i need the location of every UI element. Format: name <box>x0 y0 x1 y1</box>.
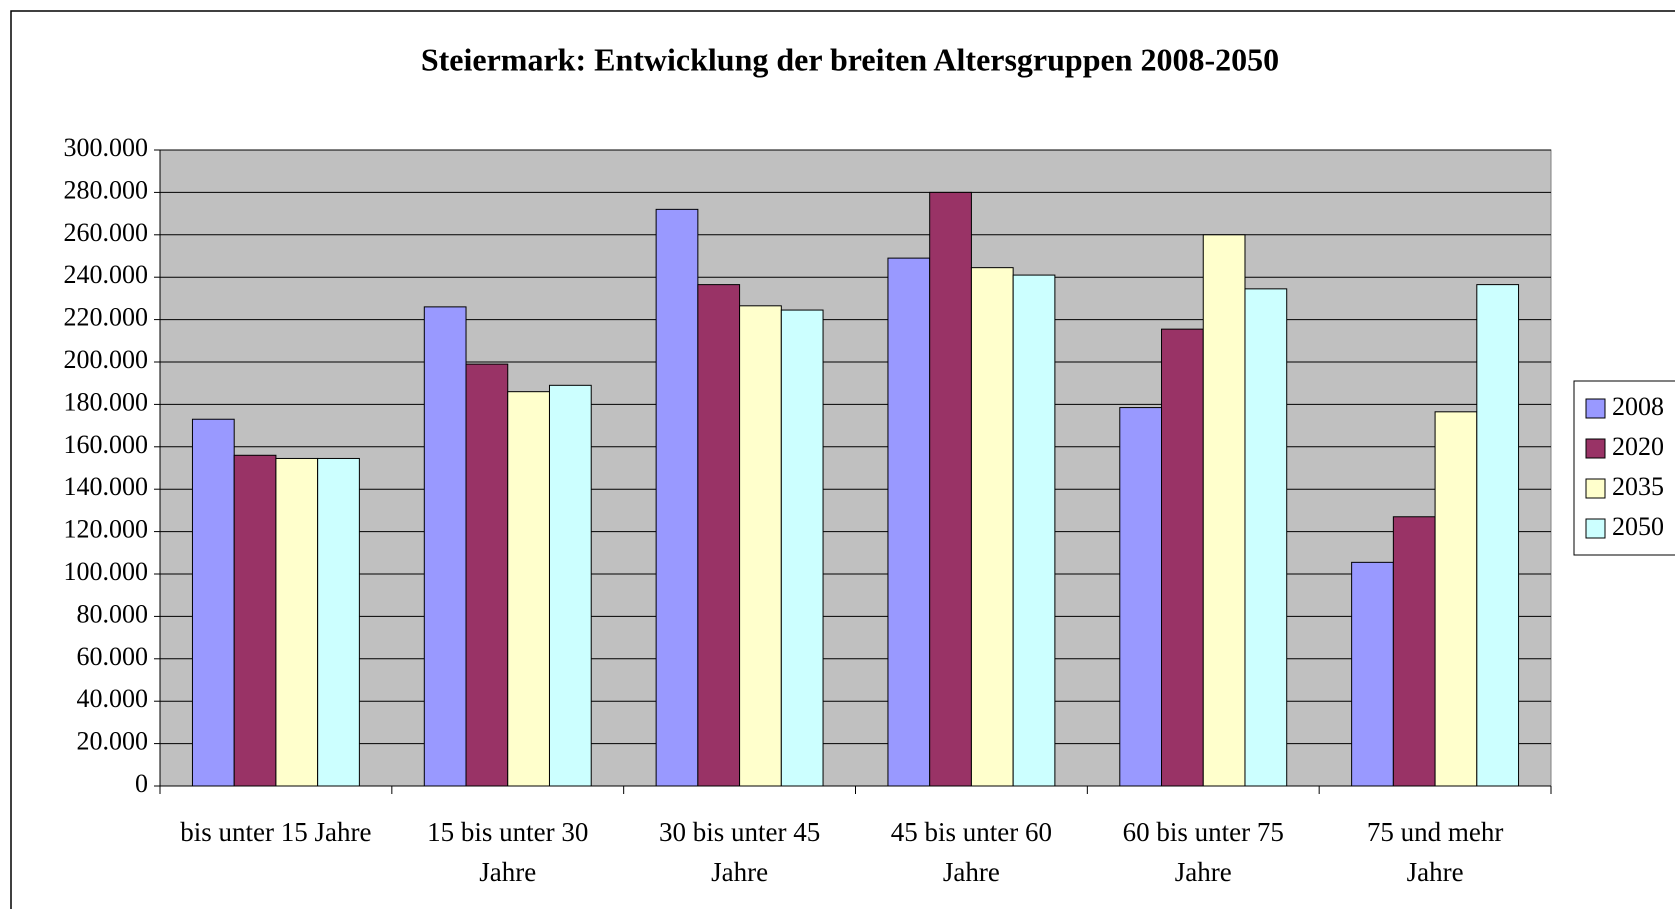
bar <box>233 454 277 787</box>
bar <box>507 391 550 787</box>
chart-title: Steiermark: Entwicklung der breiten Alte… <box>421 41 1279 77</box>
legend-label: 2050 <box>1612 512 1664 541</box>
y-tick-label: 0 <box>135 769 148 798</box>
bar <box>929 191 972 787</box>
bar <box>1476 284 1520 787</box>
x-tick-label: 45 bis unter 60 Jahre <box>890 817 1053 887</box>
bar <box>1202 234 1246 787</box>
x-tick-label: 15 bis unter 30 Jahre <box>427 817 589 887</box>
bar <box>970 267 1014 787</box>
bar <box>780 309 824 787</box>
y-tick-label: 160.000 <box>64 430 149 459</box>
bar <box>655 208 699 787</box>
bar <box>1392 516 1436 787</box>
legend-swatch <box>1585 518 1606 539</box>
bar <box>317 457 360 787</box>
x-tick-label: bis unter 15 Jahre <box>180 817 372 847</box>
legend-label: 2008 <box>1612 392 1664 421</box>
y-tick-label: 80.000 <box>77 599 149 628</box>
y-tick-label: 240.000 <box>64 260 149 289</box>
bar <box>887 257 931 787</box>
bar <box>548 384 592 787</box>
plot-area <box>159 149 1552 787</box>
bar <box>465 363 509 787</box>
bar <box>275 457 319 787</box>
x-tick-label: 30 bis unter 45 Jahre <box>658 817 821 887</box>
y-tick-label: 200.000 <box>64 345 149 374</box>
y-tick-label: 120.000 <box>64 515 149 544</box>
bar <box>423 306 467 787</box>
y-tick-label: 20.000 <box>77 727 149 756</box>
y-tick-label: 180.000 <box>64 387 149 416</box>
legend-swatch <box>1585 478 1606 499</box>
legend-swatch <box>1585 398 1606 419</box>
bar <box>739 305 782 787</box>
bar <box>1161 328 1204 787</box>
x-tick-label: 75 und mehr Jahre <box>1366 817 1504 887</box>
y-tick-label: 220.000 <box>64 303 149 332</box>
legend-label: 2035 <box>1612 472 1664 501</box>
y-tick-label: 300.000 <box>64 133 149 162</box>
y-tick-label: 260.000 <box>64 218 149 247</box>
bar <box>697 284 741 787</box>
y-tick-label: 140.000 <box>64 472 149 501</box>
bar <box>1434 411 1478 787</box>
bar <box>1119 407 1163 787</box>
legend-label: 2020 <box>1612 432 1664 461</box>
bar <box>1351 561 1394 787</box>
bar <box>1244 288 1288 787</box>
y-tick-label: 280.000 <box>64 175 149 204</box>
y-tick-label: 100.000 <box>64 557 149 586</box>
y-tick-label: 40.000 <box>77 684 149 713</box>
x-tick-label: 60 bis unter 75 Jahre <box>1122 817 1284 887</box>
y-tick-label: 60.000 <box>77 642 149 671</box>
bar <box>1012 274 1056 787</box>
legend-swatch <box>1585 438 1606 459</box>
bar <box>191 418 235 787</box>
